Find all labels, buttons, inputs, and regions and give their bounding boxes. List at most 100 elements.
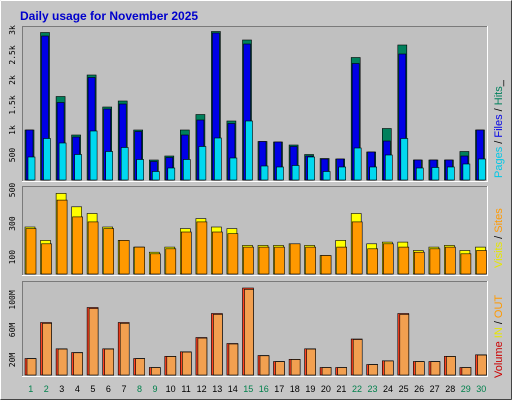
bar-volume-out — [414, 361, 425, 376]
x-tick-label: 15 — [243, 384, 253, 394]
bar-volume-out — [461, 367, 472, 376]
x-tick-label: 16 — [259, 384, 269, 394]
x-tick-label: 2 — [44, 384, 49, 394]
bar-volume-out — [383, 360, 394, 376]
plot-area — [22, 186, 488, 276]
panel-visits-sites: 100 300 500 — [8, 183, 488, 276]
legend-part: / — [493, 318, 505, 327]
legend-part: _ — [493, 79, 505, 87]
bar-pages — [27, 156, 36, 181]
bar-volume-out — [213, 314, 223, 376]
bar-volume-out — [244, 288, 254, 376]
bar-volume-out — [182, 351, 192, 376]
bar-volume-out — [368, 364, 379, 376]
bar-pages — [152, 171, 160, 181]
bar-pages — [307, 156, 315, 181]
bar-volume-out — [306, 348, 316, 376]
bar-volume-out — [399, 314, 410, 376]
bar-volume-out — [430, 361, 441, 376]
y-tick-label: 500 — [8, 148, 17, 163]
x-tick-label: 4 — [75, 384, 80, 394]
bar-sites — [165, 248, 177, 275]
x-tick-label: 23 — [367, 384, 377, 394]
bar-sites — [25, 228, 37, 275]
x-tick-label: 21 — [336, 384, 346, 394]
x-tick-label: 28 — [445, 384, 455, 394]
legend-part: Hits — [493, 86, 505, 105]
x-tick-label: 27 — [430, 384, 440, 394]
bar-sites — [134, 246, 145, 275]
bar-sites — [429, 248, 441, 275]
bar-pages — [58, 142, 67, 181]
x-tick-label: 10 — [166, 384, 176, 394]
bar-sites — [243, 246, 254, 275]
bar-sites — [227, 233, 239, 275]
x-tick-label: 20 — [321, 384, 331, 394]
bar-pages — [43, 138, 51, 181]
bar-pages — [369, 166, 378, 181]
y-tick-label: 2k — [8, 75, 17, 85]
bar-sites — [476, 250, 487, 275]
panel-volume: 20M 60M 100M — [8, 281, 488, 377]
legend-pages-files-hits: Pages / Files / Hits_ — [493, 79, 505, 178]
legend-part: / — [493, 105, 505, 114]
x-tick-label: 25 — [399, 384, 409, 394]
legend-part: Visits — [493, 241, 505, 268]
bar-sites — [445, 246, 456, 275]
bar-volume-out — [135, 358, 145, 376]
bar-pages — [89, 130, 98, 181]
y-tick-label: 60M — [8, 323, 17, 338]
bar-pages — [167, 167, 176, 181]
y-tick-label: 20M — [8, 353, 17, 368]
bar-sites — [87, 221, 99, 275]
bar-pages — [198, 146, 207, 181]
bar-volume-out — [228, 343, 239, 376]
y-tick-label: 500 — [8, 183, 17, 198]
bar-pages — [462, 163, 471, 181]
bar-volume-out — [477, 354, 487, 376]
bar-sites — [460, 253, 472, 275]
y-tick-label: 1.5k — [8, 95, 17, 114]
x-tick-label: 14 — [228, 384, 238, 394]
bar-sites — [56, 199, 68, 275]
bar-pages — [478, 158, 486, 181]
x-tick-label: 30 — [476, 384, 486, 394]
bar-sites — [196, 221, 208, 275]
bar-volume-out — [446, 356, 456, 376]
bar-pages — [415, 167, 424, 181]
legend-visits-sites: Visits / Sites — [493, 208, 505, 268]
plot-area — [22, 26, 488, 182]
x-tick-label: 19 — [305, 384, 315, 394]
bar-volume-out — [166, 356, 177, 376]
bar-sites — [320, 255, 332, 275]
bar-volume-out — [259, 355, 270, 376]
x-tick-label: 1 — [28, 384, 33, 394]
x-tick-label: 7 — [121, 384, 126, 394]
bar-volume-out — [352, 339, 363, 376]
bar-pages — [353, 147, 362, 181]
bar-pages — [400, 138, 409, 181]
y-tick-label: 1k — [8, 125, 17, 135]
bar-sites — [258, 246, 270, 275]
x-tick-label: 26 — [414, 384, 424, 394]
bar-sites — [72, 216, 83, 275]
y-tick-label: 3k — [8, 25, 17, 35]
x-tick-label: 22 — [352, 384, 362, 394]
x-tick-label: 17 — [274, 384, 284, 394]
legend-part: Files — [493, 114, 505, 138]
bar-sites — [336, 246, 348, 275]
bar-volume-out — [26, 358, 37, 376]
x-tick-label: 18 — [290, 384, 300, 394]
bar-volume-out — [275, 361, 285, 376]
x-tick-label: 12 — [197, 384, 207, 394]
bar-sites — [413, 251, 425, 275]
bar-sites — [103, 228, 114, 275]
x-tick-label: 13 — [212, 384, 222, 394]
bar-sites — [274, 246, 285, 275]
bar-sites — [41, 243, 52, 275]
day-axis-labels: 1 2 3 4 5 6 7 8 9 10 11 12 13 14 15 16 17 18 19 20 21 22 23 24 2… — [28, 384, 486, 394]
bar-sites — [181, 231, 192, 275]
bar-pages — [384, 154, 393, 181]
bar-pages — [447, 166, 455, 181]
